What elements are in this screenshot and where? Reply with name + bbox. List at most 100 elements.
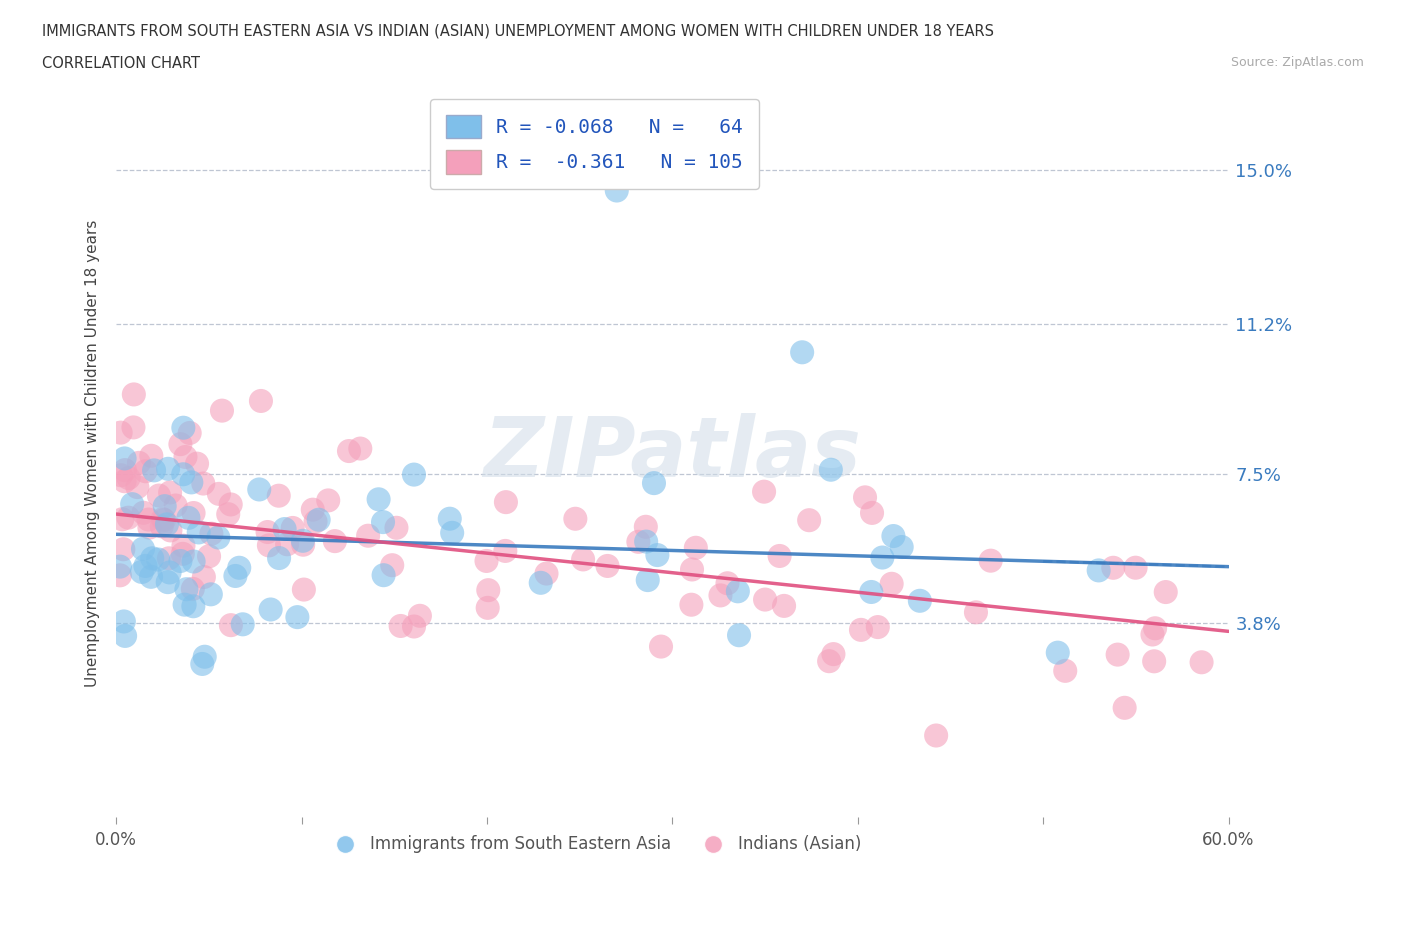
Point: [114, 629, 136, 644]
Point: [349, 441, 371, 456]
Point: [183, 506, 205, 521]
Point: [291, 534, 314, 549]
Point: [860, 506, 883, 521]
Point: [572, 552, 595, 567]
Point: [187, 525, 209, 540]
Point: [409, 608, 432, 623]
Point: [773, 598, 796, 613]
Point: [117, 511, 139, 525]
Point: [636, 534, 658, 549]
Point: [681, 562, 703, 577]
Text: CORRELATION CHART: CORRELATION CHART: [42, 56, 200, 71]
Point: [643, 475, 665, 490]
Point: [159, 565, 181, 580]
Point: [228, 560, 250, 575]
Point: [200, 526, 222, 541]
Point: [150, 519, 173, 534]
Point: [304, 514, 326, 529]
Point: [337, 444, 360, 458]
Point: [111, 512, 134, 526]
Point: [367, 492, 389, 507]
Point: [1102, 561, 1125, 576]
Point: [606, 183, 628, 198]
Point: [477, 601, 499, 616]
Point: [439, 512, 461, 526]
Point: [110, 425, 132, 440]
Point: [754, 592, 776, 607]
Point: [1046, 645, 1069, 660]
Point: [169, 553, 191, 568]
Point: [494, 543, 516, 558]
Point: [114, 473, 136, 488]
Point: [193, 476, 215, 491]
Point: [530, 576, 553, 591]
Point: [287, 610, 309, 625]
Point: [180, 475, 202, 490]
Point: [191, 657, 214, 671]
Point: [159, 523, 181, 538]
Point: [172, 467, 194, 482]
Point: [179, 426, 201, 441]
Point: [153, 512, 176, 527]
Point: [980, 553, 1002, 568]
Point: [174, 449, 197, 464]
Point: [820, 462, 842, 477]
Point: [110, 468, 132, 483]
Point: [181, 581, 204, 596]
Point: [173, 597, 195, 612]
Point: [596, 559, 619, 574]
Point: [112, 542, 135, 557]
Point: [122, 420, 145, 435]
Point: [627, 535, 650, 550]
Legend: Immigrants from South Eastern Asia, Indians (Asian): Immigrants from South Eastern Asia, Indi…: [322, 829, 868, 860]
Text: IMMIGRANTS FROM SOUTH EASTERN ASIA VS INDIAN (ASIAN) UNEMPLOYMENT AMONG WOMEN WI: IMMIGRANTS FROM SOUTH EASTERN ASIA VS IN…: [42, 23, 994, 38]
Point: [441, 525, 464, 540]
Point: [681, 597, 703, 612]
Point: [371, 514, 394, 529]
Point: [402, 467, 425, 482]
Point: [292, 538, 315, 552]
Point: [872, 550, 894, 565]
Point: [114, 451, 136, 466]
Point: [193, 569, 215, 584]
Point: [357, 528, 380, 543]
Point: [232, 617, 254, 631]
Point: [647, 548, 669, 563]
Point: [882, 528, 904, 543]
Point: [141, 448, 163, 463]
Point: [134, 559, 156, 574]
Point: [880, 577, 903, 591]
Point: [198, 549, 221, 564]
Point: [716, 576, 738, 591]
Point: [183, 599, 205, 614]
Point: [536, 566, 558, 581]
Point: [114, 462, 136, 477]
Point: [122, 387, 145, 402]
Point: [157, 551, 180, 565]
Point: [823, 646, 845, 661]
Text: ZIPatlas: ZIPatlas: [484, 413, 862, 494]
Point: [132, 505, 155, 520]
Point: [121, 497, 143, 512]
Point: [267, 551, 290, 565]
Point: [389, 618, 412, 633]
Point: [650, 639, 672, 654]
Point: [860, 585, 883, 600]
Point: [177, 511, 200, 525]
Point: [156, 575, 179, 590]
Point: [134, 464, 156, 479]
Point: [564, 512, 586, 526]
Point: [259, 602, 281, 617]
Point: [219, 618, 242, 632]
Point: [169, 437, 191, 452]
Point: [143, 463, 166, 478]
Point: [172, 538, 194, 553]
Point: [709, 588, 731, 603]
Point: [908, 593, 931, 608]
Point: [1142, 627, 1164, 642]
Point: [117, 471, 139, 485]
Point: [373, 567, 395, 582]
Point: [797, 512, 820, 527]
Point: [323, 534, 346, 549]
Y-axis label: Unemployment Among Women with Children Under 18 years: Unemployment Among Women with Children U…: [86, 219, 100, 687]
